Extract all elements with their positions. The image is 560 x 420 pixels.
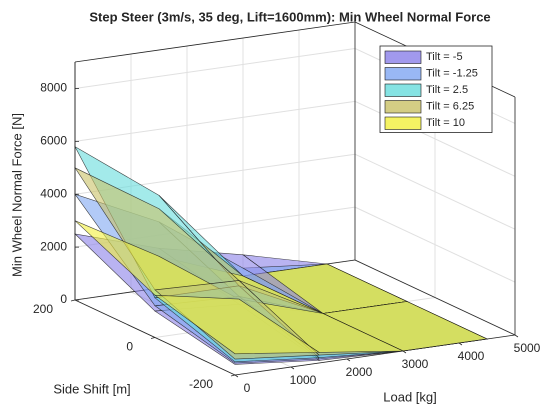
- surface-cell: [154, 294, 320, 355]
- legend-label: Tilt = 10: [426, 117, 465, 129]
- y-tick-label: 0: [126, 340, 133, 354]
- x-tick: [290, 366, 295, 370]
- grid-line: [74, 47, 356, 89]
- grid-line: [354, 153, 516, 230]
- z-axis-label: Min Wheel Normal Force [N]: [9, 113, 24, 277]
- z-tick-label: 0: [60, 292, 67, 306]
- x-tick-label: 4000: [458, 349, 485, 363]
- z-tick-label: 8000: [40, 81, 67, 95]
- y-tick: [70, 299, 76, 302]
- x-tick-label: 2000: [346, 365, 373, 379]
- y-axis-label: Side Shift [m]: [53, 381, 130, 396]
- legend-label: Tilt = -5: [426, 51, 463, 63]
- z-tick-label: 6000: [40, 134, 67, 148]
- x-tick-label: 5000: [514, 341, 541, 355]
- legend: Tilt = -5 Tilt = -1.25 Tilt = 2.5 Tilt = 6.…: [379, 45, 493, 133]
- x-tick: [346, 358, 351, 362]
- axis-box-edge: [74, 21, 356, 63]
- legend-label: Tilt = 6.25: [426, 101, 474, 113]
- x-tick-label: 1000: [290, 373, 317, 387]
- legend-swatch: [384, 116, 422, 130]
- grid-line: [354, 206, 516, 283]
- y-tick-label: -200: [189, 377, 213, 391]
- x-tick: [402, 350, 407, 354]
- x-axis-label: Load [kg]: [383, 389, 437, 404]
- chart-title: Step Steer (3m/s, 35 deg, Lift=1600mm): …: [89, 9, 490, 24]
- x-axis: [234, 334, 516, 376]
- x-tick: [234, 374, 239, 378]
- x-tick: [458, 342, 463, 346]
- axis-box-edge: [354, 259, 516, 336]
- legend-swatch: [384, 83, 422, 97]
- x-tick-label: 3000: [402, 357, 429, 371]
- y-tick: [150, 337, 156, 339]
- legend-label: Tilt = -1.25: [426, 68, 478, 80]
- grid-line: [74, 100, 356, 142]
- y-tick-label: 200: [33, 302, 53, 316]
- z-tick-label: 2000: [40, 239, 67, 253]
- legend-swatch: [384, 100, 422, 114]
- legend-label: Tilt = 2.5: [426, 84, 468, 96]
- y-tick: [230, 374, 236, 377]
- legend-swatch: [384, 67, 422, 81]
- x-tick: [514, 334, 519, 338]
- z-tick-label: 4000: [40, 186, 67, 200]
- x-tick-label: 0: [244, 381, 251, 395]
- legend-swatch: [384, 50, 422, 64]
